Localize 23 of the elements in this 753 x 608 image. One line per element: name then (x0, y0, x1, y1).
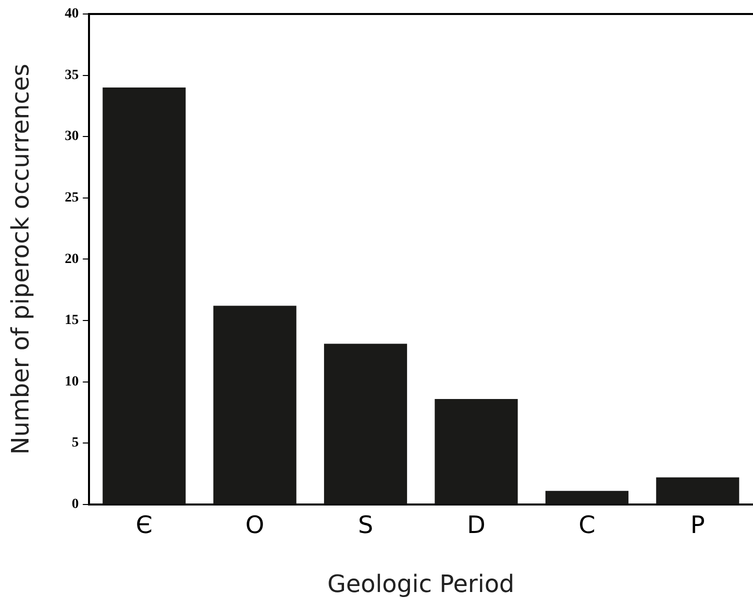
x-tick-label: D (467, 511, 486, 540)
y-tick-label: 40 (64, 6, 79, 22)
x-axis-title: Geologic Period (327, 570, 514, 598)
y-tick-label: 10 (64, 374, 79, 390)
y-tick-label: 0 (72, 497, 79, 512)
y-tick-label: 15 (64, 313, 79, 328)
x-tick-label: C (578, 511, 596, 540)
bar (102, 88, 186, 504)
bar (324, 344, 408, 504)
bar (213, 306, 296, 504)
bar (434, 398, 518, 504)
y-tick-label: 20 (64, 252, 79, 267)
y-tick-label: 25 (64, 190, 79, 206)
x-tick-label: S (358, 511, 374, 540)
x-tick-label: P (690, 511, 705, 540)
bar (656, 477, 740, 504)
bar (545, 490, 628, 504)
y-tick-label: 5 (72, 436, 79, 451)
x-tick-label: Є (136, 511, 153, 540)
x-tick-label: O (245, 511, 264, 540)
y-tick-label: 35 (64, 68, 79, 83)
y-tick-label: 30 (64, 129, 79, 144)
y-axis-title: Number of piperock occurrences (6, 64, 35, 455)
